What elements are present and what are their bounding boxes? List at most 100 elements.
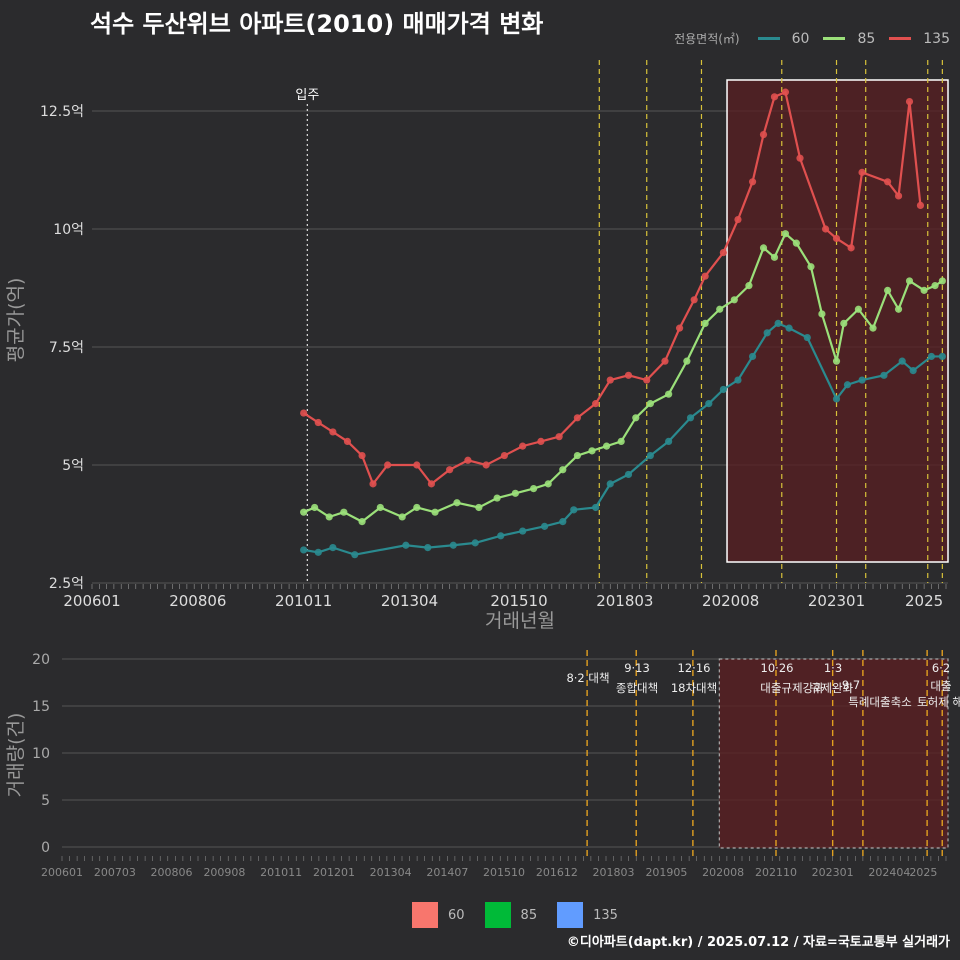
- data-point-60: [300, 546, 308, 554]
- data-point-60: [471, 539, 479, 547]
- x-tick-label: 201304: [381, 592, 438, 610]
- y2-tick-label: 0: [41, 840, 50, 856]
- data-point-135: [858, 168, 866, 176]
- policy-name-label: 대출규제강화: [760, 681, 824, 695]
- policy-date-label: 12·16: [678, 661, 711, 675]
- y-tick-label: 10억: [53, 222, 84, 238]
- data-point-85: [300, 508, 308, 516]
- highlight-period-bottom: [718, 658, 949, 849]
- data-point-85: [358, 518, 366, 526]
- data-point-85: [475, 503, 483, 512]
- data-point-135: [832, 234, 841, 243]
- data-point-85: [884, 286, 892, 294]
- x2-tick-label: 201612: [536, 866, 578, 879]
- data-point-60: [774, 319, 782, 327]
- legend-title: 전용면적(㎡): [674, 32, 740, 46]
- data-point-85: [453, 499, 461, 507]
- data-point-135: [329, 428, 337, 436]
- legend-label-60: 60: [791, 30, 810, 47]
- policy-name-label: 대출: [930, 679, 951, 693]
- x2-tick-label: 201905: [645, 866, 687, 879]
- data-point-60: [927, 352, 936, 361]
- legend-volume-swatch-60: [412, 902, 438, 928]
- y-tick-label: 5억: [62, 458, 84, 474]
- data-point-60: [734, 376, 742, 384]
- data-point-135: [413, 461, 421, 469]
- policy-name-label: 특례대출축소: [848, 695, 911, 709]
- y2-axis-title: 거래량(건): [5, 713, 27, 798]
- data-point-85: [665, 390, 673, 398]
- data-point-60: [898, 357, 906, 365]
- legend-swatch-135: [889, 37, 912, 40]
- x2-tick-label: 202110: [755, 866, 797, 879]
- y2-tick-label: 20: [32, 652, 50, 668]
- x2-tick-label: 200601: [41, 866, 83, 879]
- data-point-60: [606, 480, 614, 488]
- data-point-85: [602, 442, 611, 450]
- policy-name-label: 규제완화: [811, 681, 854, 695]
- data-point-60: [540, 522, 549, 530]
- data-point-60: [763, 329, 771, 337]
- data-point-60: [646, 451, 654, 460]
- x-tick-label: 200601: [63, 592, 120, 610]
- data-point-85: [840, 319, 848, 327]
- x2-tick-label: 201011: [260, 866, 302, 879]
- data-point-60: [686, 414, 695, 422]
- data-point-135: [384, 461, 392, 469]
- data-point-60: [785, 324, 793, 332]
- data-point-135: [573, 414, 581, 422]
- data-point-85: [617, 437, 625, 445]
- data-point-85: [759, 244, 768, 252]
- x2-tick-label: 202008: [702, 866, 744, 879]
- data-point-85: [905, 277, 914, 285]
- data-point-135: [781, 88, 790, 96]
- policy-date-label: 9·7: [842, 678, 860, 692]
- chart-canvas: 2.5억 5억 7.5억 10억 12.5억 200601 200806 201011 2013…: [5, 60, 960, 879]
- data-point-60: [519, 527, 527, 535]
- data-point-135: [343, 437, 352, 445]
- data-point-85: [340, 508, 348, 516]
- data-point-135: [719, 249, 727, 257]
- data-point-85: [588, 447, 596, 455]
- data-point-85: [920, 286, 928, 294]
- data-point-135: [748, 178, 757, 186]
- data-point-85: [701, 319, 709, 327]
- data-point-85: [818, 310, 826, 318]
- data-point-135: [690, 296, 698, 304]
- data-point-85: [869, 324, 877, 332]
- policy-date-label: 1·3: [824, 661, 842, 675]
- data-point-135: [592, 400, 600, 408]
- data-point-85: [573, 451, 581, 460]
- data-point-135: [916, 201, 925, 209]
- x-tick-label: 202301: [808, 592, 865, 610]
- data-point-135: [847, 244, 855, 252]
- data-point-85: [730, 296, 738, 304]
- data-point-135: [300, 409, 308, 417]
- data-point-60: [938, 352, 946, 361]
- data-point-60: [909, 367, 917, 375]
- data-point-85: [854, 305, 863, 313]
- legend-area-size: 전용면적(㎡) 60 85 135: [674, 30, 950, 47]
- policy-date-label: 10·26: [761, 661, 794, 675]
- legend-volume-swatch-85: [484, 902, 511, 928]
- x-axis-title: 거래년월: [485, 610, 555, 632]
- data-point-135: [537, 437, 545, 445]
- y2-tick-label: 10: [32, 746, 50, 762]
- legend-volume-item-135: 135: [557, 902, 618, 928]
- x2-tick-label: 200806: [151, 866, 193, 879]
- legend-volume-label-60: 60: [448, 907, 465, 923]
- policy-date-label: 9·13: [624, 661, 650, 675]
- data-point-60: [832, 395, 841, 403]
- y2-tick-label: 15: [32, 699, 50, 715]
- data-point-85: [931, 282, 939, 290]
- data-point-135: [661, 357, 669, 365]
- data-point-60: [497, 532, 505, 540]
- data-point-85: [559, 466, 567, 474]
- data-point-60: [402, 541, 410, 549]
- y-tick-label: 2.5억: [49, 576, 84, 592]
- data-point-85: [938, 277, 946, 285]
- data-point-60: [424, 544, 432, 552]
- x2-tick-label: 202301: [812, 866, 854, 879]
- x2-tick-label: 201304: [370, 866, 412, 879]
- data-point-85: [683, 357, 691, 365]
